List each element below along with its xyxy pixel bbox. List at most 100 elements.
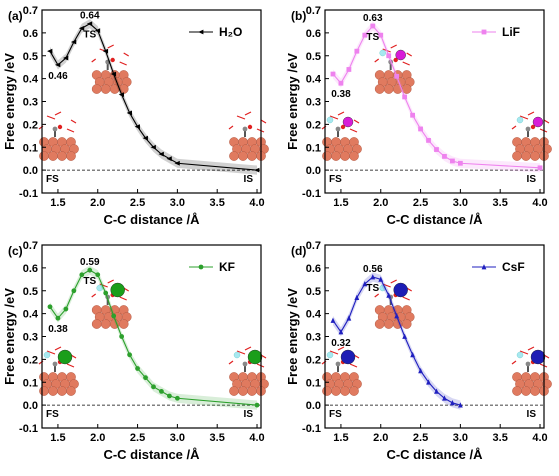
- carbon-atom: [52, 361, 58, 367]
- copper-atom: [374, 84, 385, 94]
- annotation-label: TS: [366, 283, 379, 294]
- y-tick-label: 0.1: [23, 377, 38, 389]
- y-axis-title: Free energy /eV: [2, 288, 17, 385]
- water-fragment: [244, 111, 252, 116]
- x-tick-label: 2.5: [413, 197, 428, 209]
- chart-panel-3: 1.5 2.0 2.5 3.0 3.5 4.0 -0.1 0.0 0.1 0.2 0.3 0.4 0.5…: [2, 240, 269, 462]
- y-tick-label: 0.0: [23, 165, 38, 177]
- fluoride-atom: [96, 284, 103, 292]
- annotation-label: IS: [527, 174, 537, 185]
- water-fragment: [519, 115, 529, 120]
- x-axis-title: C-C distance /Å: [103, 447, 200, 462]
- data-point: [537, 165, 543, 171]
- fs-structure-inset: [321, 111, 362, 161]
- copper-atom: [57, 151, 67, 161]
- annotation-label: IS: [244, 174, 254, 185]
- legend-marker: [198, 29, 204, 35]
- data-point: [159, 389, 164, 394]
- copper-atom: [247, 386, 257, 396]
- data-point: [71, 288, 77, 294]
- y-tick-label: 0.3: [306, 97, 321, 109]
- data-point: [79, 272, 85, 278]
- water-fragment: [66, 128, 75, 133]
- annotation-label: 0.59: [80, 257, 100, 268]
- annotation-label: IS: [527, 409, 537, 420]
- fluoride-atom: [379, 49, 386, 57]
- y-tick-label: 0.7: [306, 5, 321, 17]
- legend-entry: CsF: [502, 260, 525, 274]
- water-fragment: [329, 350, 339, 355]
- x-tick-label: 3.5: [493, 197, 508, 209]
- ts-structure-inset: [91, 279, 132, 329]
- data-point: [119, 334, 125, 339]
- data-point: [254, 167, 260, 173]
- y-tick-label: 0.3: [23, 97, 38, 109]
- ts-structure-inset: [374, 44, 415, 94]
- data-point: [402, 94, 408, 100]
- copper-atom: [374, 319, 385, 329]
- annotation-label: 0.38: [48, 324, 68, 335]
- x-tick-label: 4.0: [532, 197, 547, 209]
- data-point: [126, 110, 132, 116]
- data-point: [386, 53, 392, 59]
- data-point: [135, 366, 140, 371]
- water-fragment: [54, 346, 62, 351]
- legend-entry: H₂O: [219, 25, 242, 39]
- series-uncertainty-band: [49, 19, 258, 175]
- copper-atom: [340, 151, 350, 161]
- copper-atom: [57, 386, 67, 396]
- data-point: [450, 158, 455, 164]
- x-tick-label: 2.0: [373, 432, 388, 444]
- x-tick-label: 2.0: [90, 432, 105, 444]
- water-fragment: [402, 296, 410, 301]
- water-fragment: [374, 293, 380, 298]
- carbon-atom: [335, 361, 341, 367]
- data-point: [394, 313, 400, 319]
- y-tick-label: 0.1: [23, 142, 38, 154]
- x-tick-label: 2.0: [373, 197, 388, 209]
- chart-panel-2: 1.5 2.0 2.5 3.0 3.5 4.0 -0.1 0.0 0.1 0.2 0.3 0.4 0.5…: [285, 5, 552, 227]
- x-tick-label: 3.0: [170, 197, 185, 209]
- water-fragment: [228, 360, 234, 365]
- water-fragment: [107, 279, 114, 284]
- y-tick-label: 0.6: [23, 28, 38, 40]
- y-tick-label: 0.1: [306, 142, 321, 154]
- panel-label: (c): [8, 244, 23, 258]
- data-point: [402, 333, 408, 339]
- legend-marker: [481, 29, 487, 35]
- x-tick-label: 2.5: [130, 197, 145, 209]
- water-fragment: [374, 58, 380, 63]
- data-point: [442, 395, 447, 401]
- y-tick-label: 0.2: [306, 119, 321, 131]
- cation-atom: [395, 49, 406, 61]
- data-point: [254, 402, 260, 408]
- cation-atom: [393, 282, 408, 298]
- data-point: [166, 156, 172, 162]
- y-tick-label: -0.1: [302, 423, 321, 435]
- water-fragment: [54, 111, 62, 116]
- data-point: [434, 388, 439, 394]
- copper-atom: [238, 386, 248, 396]
- data-point: [127, 352, 132, 358]
- copper-atom: [100, 319, 111, 329]
- y-axis-title: Free energy /eV: [2, 53, 17, 150]
- y-tick-label: 0.0: [306, 165, 321, 177]
- data-point: [62, 55, 69, 61]
- copper-atom: [521, 386, 531, 396]
- water-fragment: [527, 346, 535, 351]
- copper-atom: [322, 151, 332, 161]
- data-point: [378, 276, 384, 282]
- water-fragment: [390, 279, 397, 284]
- copper-atom: [39, 386, 49, 396]
- x-tick-label: 4.0: [249, 432, 264, 444]
- carbon-atom: [242, 361, 248, 367]
- water-fragment: [337, 111, 345, 116]
- copper-atom: [530, 386, 540, 396]
- y-tick-label: 0.7: [23, 240, 38, 252]
- copper-atom: [512, 386, 522, 396]
- water-fragment: [236, 115, 246, 120]
- data-point: [70, 39, 77, 45]
- panel-label: (d): [291, 244, 306, 258]
- y-tick-label: 0.6: [306, 263, 321, 275]
- copper-atom: [349, 386, 359, 396]
